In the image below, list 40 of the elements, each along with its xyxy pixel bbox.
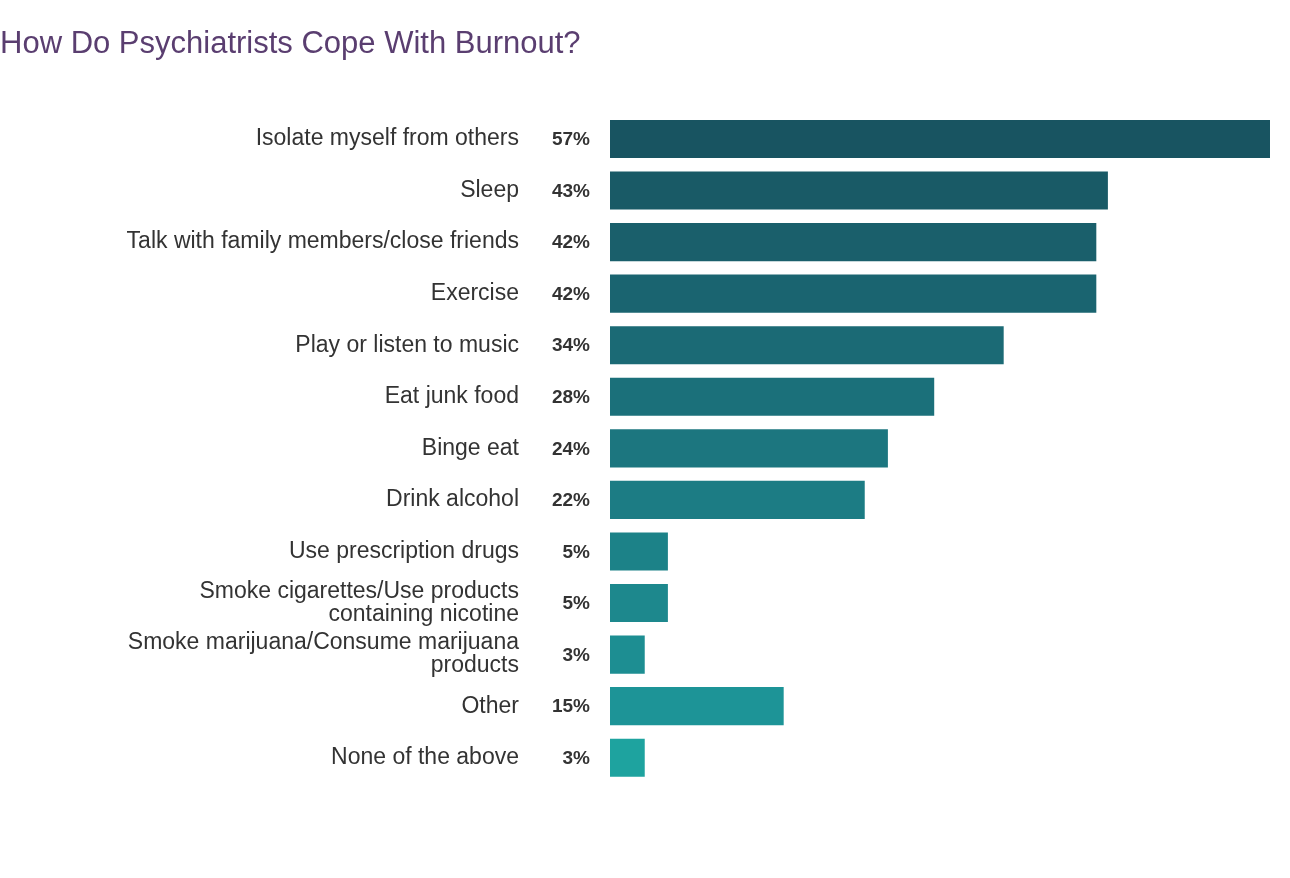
data-label: 42% <box>551 231 591 253</box>
bar <box>610 687 784 726</box>
data-label: 57% <box>551 128 591 150</box>
bar <box>610 429 888 468</box>
bar <box>610 738 645 777</box>
bar <box>610 223 1097 262</box>
y-tick-label: Talk with family members/close friends <box>126 227 519 254</box>
y-tick-label: Other <box>461 691 520 718</box>
y-tick-label: Drink alcohol <box>386 485 519 512</box>
y-tick-label: Use prescription drugs <box>288 536 519 563</box>
data-label: 22% <box>551 489 591 511</box>
y-tick-label: Exercise <box>430 279 519 306</box>
data-label: 43% <box>551 179 591 201</box>
bar <box>610 119 1270 159</box>
y-tick-label: Smoke cigarettes/Use products containing nicotine <box>199 576 519 626</box>
data-label: 24% <box>551 437 591 459</box>
y-tick-label: None of the above <box>331 743 519 770</box>
bar <box>610 635 645 674</box>
bar <box>610 480 865 519</box>
y-tick-label: Play or listen to music <box>295 330 519 357</box>
data-label: 34% <box>551 334 591 356</box>
bar <box>610 532 668 571</box>
bar <box>610 583 668 623</box>
data-label: 3% <box>562 643 591 665</box>
y-tick-label: Binge eat <box>421 433 520 460</box>
text: How Do Psychiatrists Cope With Burnout? <box>0 25 581 61</box>
data-label: 42% <box>551 282 591 304</box>
bar <box>610 274 1097 313</box>
y-tick-label: Sleep <box>460 175 519 202</box>
data-label: 15% <box>551 695 591 717</box>
bar <box>610 326 1004 365</box>
data-label: 28% <box>551 386 591 408</box>
bar <box>610 171 1108 210</box>
y-tick-label: Eat junk food <box>384 382 519 409</box>
data-label: 5% <box>562 592 591 614</box>
y-tick-label: Isolate myself from others <box>255 124 519 151</box>
data-label: 3% <box>562 746 591 768</box>
y-tick-label: Smoke marijuana/Consume marijuana products <box>127 628 520 678</box>
bar <box>610 377 935 416</box>
data-label: 5% <box>562 540 591 562</box>
